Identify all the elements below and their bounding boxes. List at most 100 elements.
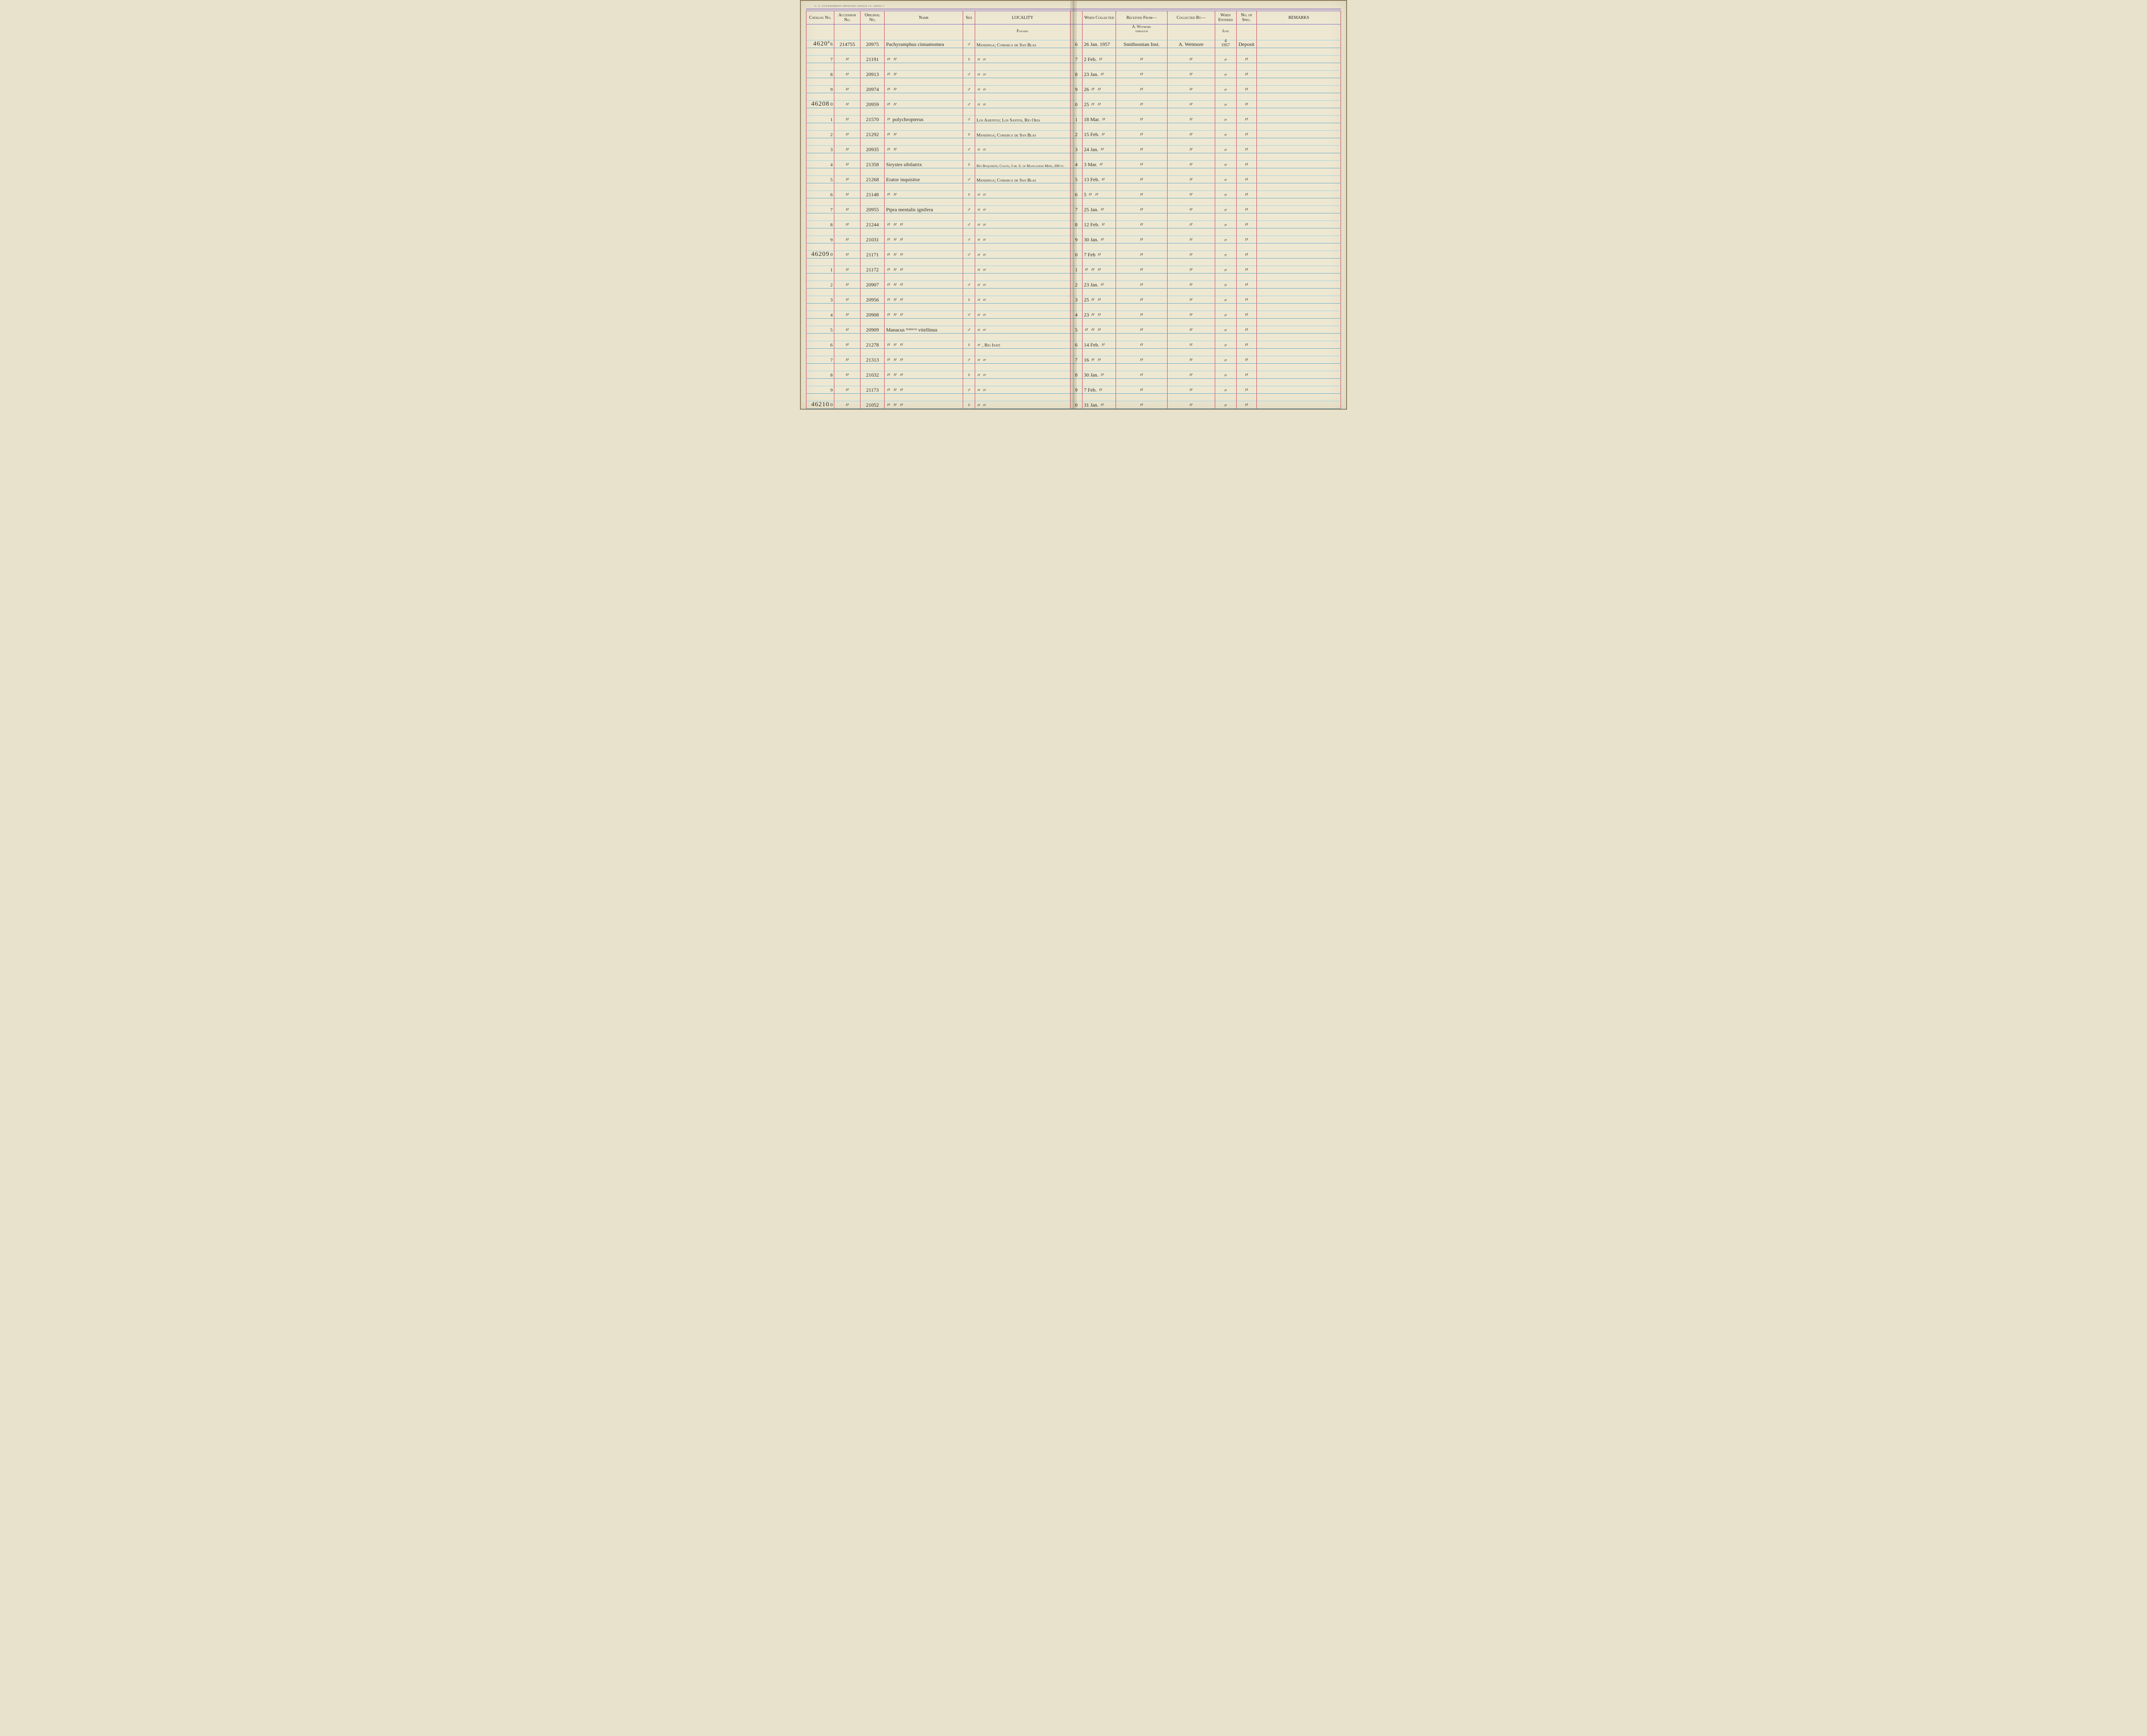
original-no: 20975 [861,33,885,48]
no-of-spec: 〃 [1236,394,1257,409]
remarks [1257,289,1341,304]
when-entered: 〃 [1215,258,1236,274]
sex: ♀ [963,183,975,198]
hdr-name: Name [885,11,963,24]
table-row: 7〃21313〃 〃 〃♂〃 〃716 〃 〃〃〃〃〃 [806,349,1341,364]
when-entered: 〃 [1215,108,1236,123]
collected-by: 〃 [1167,168,1215,183]
received-from: 〃 [1116,78,1168,93]
remarks [1257,183,1341,198]
specimen-name: 〃 〃 〃 [885,228,963,243]
sex: ♀ [963,364,975,379]
accession-no: 〃 [834,63,861,78]
received-from: 〃 [1116,364,1168,379]
sex: ♀ [963,48,975,63]
catalog-no: 3 [806,138,834,153]
sex: ♂ [963,274,975,289]
received-from: 〃 [1116,274,1168,289]
locality: 〃 〃 [975,379,1070,394]
locality: 〃 〃 [975,304,1070,319]
original-no: 21148 [861,183,885,198]
ledger-body: Panama A. Wetmore through June 462076214… [806,24,1341,409]
hdr-gap [1070,11,1082,24]
specimen-name: 〃 〃 〃 [885,304,963,319]
when-entered: 〃 [1215,304,1236,319]
row-index-right: 3 [1070,138,1082,153]
specimen-name: 〃 〃 〃 [885,394,963,409]
original-no: 21032 [861,364,885,379]
table-row: 9〃20974〃 〃♂〃 〃926 〃 〃〃〃〃〃 [806,78,1341,93]
specimen-name: 〃 〃 〃 [885,379,963,394]
table-row: 4〃21358Sirystes sibilatrix♀Río Boquerón,… [806,153,1341,168]
hdr-collected: Collected By— [1167,11,1215,24]
original-no: 21191 [861,48,885,63]
accession-no: 〃 [834,289,861,304]
no-of-spec: 〃 [1236,364,1257,379]
no-of-spec: Deposit [1236,33,1257,48]
remarks [1257,213,1341,228]
when-collected: 〃 〃 〃 [1083,258,1116,274]
remarks [1257,349,1341,364]
when-collected: 15 Feb. 〃 [1083,123,1116,138]
received-from: 〃 [1116,153,1168,168]
specimen-name: Erator inquisitor [885,168,963,183]
no-of-spec: 〃 [1236,319,1257,334]
specimen-name: 〃 〃 [885,63,963,78]
accession-no: 〃 [834,198,861,213]
collected-by: 〃 [1167,78,1215,93]
no-of-spec: 〃 [1236,63,1257,78]
sex: ♂ [963,138,975,153]
when-collected: 16 〃 〃 [1083,349,1116,364]
when-collected: 30 Jan. 〃 [1083,228,1116,243]
remarks [1257,379,1341,394]
table-row: 9〃21031〃 〃 〃♂〃 〃930 Jan. 〃〃〃〃〃 [806,228,1341,243]
when-entered: 〃 [1215,334,1236,349]
specimen-name: 〃 〃 [885,138,963,153]
no-of-spec: 〃 [1236,108,1257,123]
specimen-name: 〃 〃 [885,78,963,93]
locality: 〃 〃 [975,364,1070,379]
hdr-catalog: Catalog No. [806,11,834,24]
remarks [1257,93,1341,108]
original-no: 20913 [861,63,885,78]
catalog-no: 5 [806,168,834,183]
when-entered: 4 1957 [1215,33,1236,48]
received-from-note: A. Wetmore through [1116,24,1168,33]
received-from: 〃 [1116,198,1168,213]
row-index-right: 9 [1070,228,1082,243]
accession-no: 〃 [834,78,861,93]
specimen-name: Pipra mentalis ignifera [885,198,963,213]
when-collected: 23 Jan. 〃 [1083,63,1116,78]
catalog-no: 462100 [806,394,834,409]
received-from: 〃 [1116,289,1168,304]
table-row: 5〃21268Erator inquisitor♂Mandinga; Comar… [806,168,1341,183]
accession-no: 〃 [834,123,861,138]
when-collected: 31 Jan. 〃 [1083,394,1116,409]
accession-no: 〃 [834,364,861,379]
original-no: 21278 [861,334,885,349]
original-no: 21268 [861,168,885,183]
table-row: 7〃21191〃 〃♀〃 〃72 Feb. 〃〃〃〃〃 [806,48,1341,63]
sex: ♂ [963,379,975,394]
locality: Los Asientos; Los Santos, Río Oria [975,108,1070,123]
table-row: 462090〃21171〃 〃 〃♂〃 〃07 Feb 〃〃〃〃〃 [806,243,1341,258]
locality: 〃 〃 [975,228,1070,243]
received-from: 〃 [1116,304,1168,319]
when-entered: 〃 [1215,138,1236,153]
when-entered: 〃 [1215,168,1236,183]
no-of-spec: 〃 [1236,334,1257,349]
hdr-original: Original No. [861,11,885,24]
catalog-no: 6 [806,334,834,349]
received-from: 〃 [1116,168,1168,183]
received-from: 〃 [1116,334,1168,349]
original-no: 20974 [861,78,885,93]
remarks [1257,258,1341,274]
remarks [1257,198,1341,213]
catalog-no: 8 [806,364,834,379]
accession-no: 〃 [834,319,861,334]
locality: 〃 , Río Inatí [975,334,1070,349]
table-row: 462080〃20959〃 〃♂〃 〃025 〃 〃〃〃〃〃 [806,93,1341,108]
row-index-right: 8 [1070,63,1082,78]
no-of-spec: 〃 [1236,93,1257,108]
sex: ♂ [963,319,975,334]
